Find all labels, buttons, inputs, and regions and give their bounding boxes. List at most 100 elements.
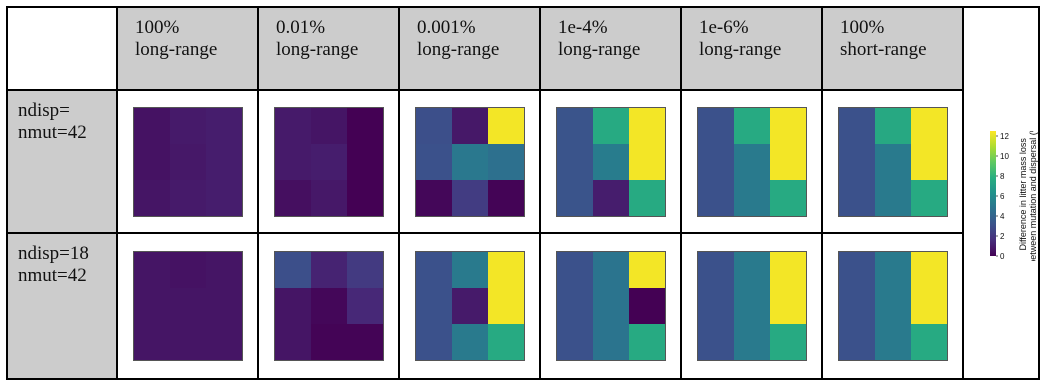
colorbar-tick-label: 6 — [1000, 192, 1005, 201]
column-header: 0.001% long-range — [398, 6, 541, 91]
heatmap-tile — [874, 252, 911, 288]
heatmap-tile — [133, 107, 170, 144]
heatmap-tile — [487, 179, 524, 216]
column-header-label: 100% short-range — [840, 17, 927, 60]
row-header-label: ndisp= nmut=42 — [18, 100, 87, 143]
heatmap — [132, 251, 243, 361]
heatmap-tile — [169, 179, 206, 216]
heatmap-tile — [838, 288, 875, 324]
colorbar-tick-label: 0 — [1000, 252, 1005, 261]
heatmap — [132, 106, 243, 217]
heatmap-tile — [556, 324, 593, 360]
heatmap-cell — [116, 232, 259, 380]
heatmap — [696, 106, 807, 217]
heatmap-tile — [415, 324, 452, 360]
heatmap-cell — [821, 89, 964, 234]
heatmap-tile — [274, 252, 311, 288]
heatmap-tile — [697, 252, 734, 288]
heatmap-tile — [910, 107, 947, 144]
column-header-label: 0.001% long-range — [417, 17, 500, 60]
heatmap — [555, 251, 666, 361]
heatmap-tile — [838, 252, 875, 288]
heatmap-tile — [205, 143, 242, 180]
heatmap-tile — [874, 143, 911, 180]
heatmap-tile — [415, 179, 452, 216]
heatmap-tile — [346, 107, 383, 144]
row-header: ndisp=18 nmut=42 — [6, 232, 118, 380]
heatmap-tile — [838, 143, 875, 180]
heatmap-tile — [697, 143, 734, 180]
column-header-label: 1e-6% long-range — [699, 17, 782, 60]
heatmap-tile — [874, 324, 911, 360]
heatmap-tile — [628, 252, 665, 288]
heatmap-cell — [539, 89, 682, 234]
heatmap-tile — [205, 252, 242, 288]
heatmap — [414, 106, 525, 217]
heatmap-tile — [451, 324, 488, 360]
heatmap-tile — [274, 107, 311, 144]
heatmap-tile — [310, 107, 347, 144]
heatmap-tile — [733, 179, 770, 216]
heatmap — [837, 106, 948, 217]
colorbar-tick-label: 12 — [1000, 132, 1009, 141]
heatmap-tile — [346, 288, 383, 324]
heatmap-tile — [769, 288, 806, 324]
heatmap-cell — [116, 89, 259, 234]
heatmap-cell — [680, 89, 823, 234]
heatmap-tile — [628, 179, 665, 216]
colorbar-label: Difference in litter mass loss between m… — [1018, 131, 1038, 261]
heatmap-tile — [451, 107, 488, 144]
heatmap-tile — [769, 179, 806, 216]
colorbar-column — [962, 6, 1040, 380]
heatmap-tile — [133, 252, 170, 288]
column-header-label: 100% long-range — [135, 17, 218, 60]
heatmap-tile — [169, 252, 206, 288]
colorbar-tick-label: 4 — [1000, 212, 1005, 221]
heatmap-tile — [838, 179, 875, 216]
heatmap-cell — [257, 89, 400, 234]
heatmap-tile — [205, 107, 242, 144]
heatmap-tile — [274, 143, 311, 180]
heatmap-tile — [487, 252, 524, 288]
heatmap-tile — [769, 324, 806, 360]
column-header-label: 1e-4% long-range — [558, 17, 641, 60]
heatmap-tile — [274, 179, 311, 216]
heatmap-tile — [451, 179, 488, 216]
heatmap-tile — [628, 288, 665, 324]
column-header-label: 0.01% long-range — [276, 17, 359, 60]
colorbar-tick-label: 8 — [1000, 172, 1005, 181]
heatmap-tile — [910, 288, 947, 324]
heatmap-tile — [556, 252, 593, 288]
results-table: 100% long-range 0.01% long-range 0.001% … — [6, 6, 1040, 380]
heatmap-tile — [592, 107, 629, 144]
heatmap-tile — [910, 179, 947, 216]
heatmap-tile — [205, 288, 242, 324]
heatmap-tile — [487, 324, 524, 360]
heatmap-tile — [310, 288, 347, 324]
heatmap-tile — [346, 179, 383, 216]
heatmap-tile — [592, 143, 629, 180]
heatmap-tile — [556, 143, 593, 180]
row-header-label: ndisp=18 nmut=42 — [18, 243, 89, 286]
heatmap-tile — [592, 179, 629, 216]
heatmap — [696, 251, 807, 361]
heatmap — [273, 251, 384, 361]
heatmap-tile — [169, 143, 206, 180]
heatmap-cell — [257, 232, 400, 380]
heatmap-tile — [133, 288, 170, 324]
heatmap-tile — [346, 324, 383, 360]
heatmap-tile — [733, 324, 770, 360]
row-header: ndisp= nmut=42 — [6, 89, 118, 234]
heatmap — [273, 106, 384, 217]
heatmap-tile — [874, 179, 911, 216]
heatmap — [414, 251, 525, 361]
heatmap-tile — [274, 288, 311, 324]
heatmap-tile — [769, 143, 806, 180]
heatmap-tile — [697, 179, 734, 216]
colorbar: 0 2 4 6 8 10 12 Difference in litter mass loss… — [990, 131, 1038, 261]
heatmap-tile — [628, 324, 665, 360]
heatmap-tile — [733, 288, 770, 324]
heatmap-tile — [592, 252, 629, 288]
heatmap-tile — [451, 252, 488, 288]
heatmap-tile — [133, 179, 170, 216]
